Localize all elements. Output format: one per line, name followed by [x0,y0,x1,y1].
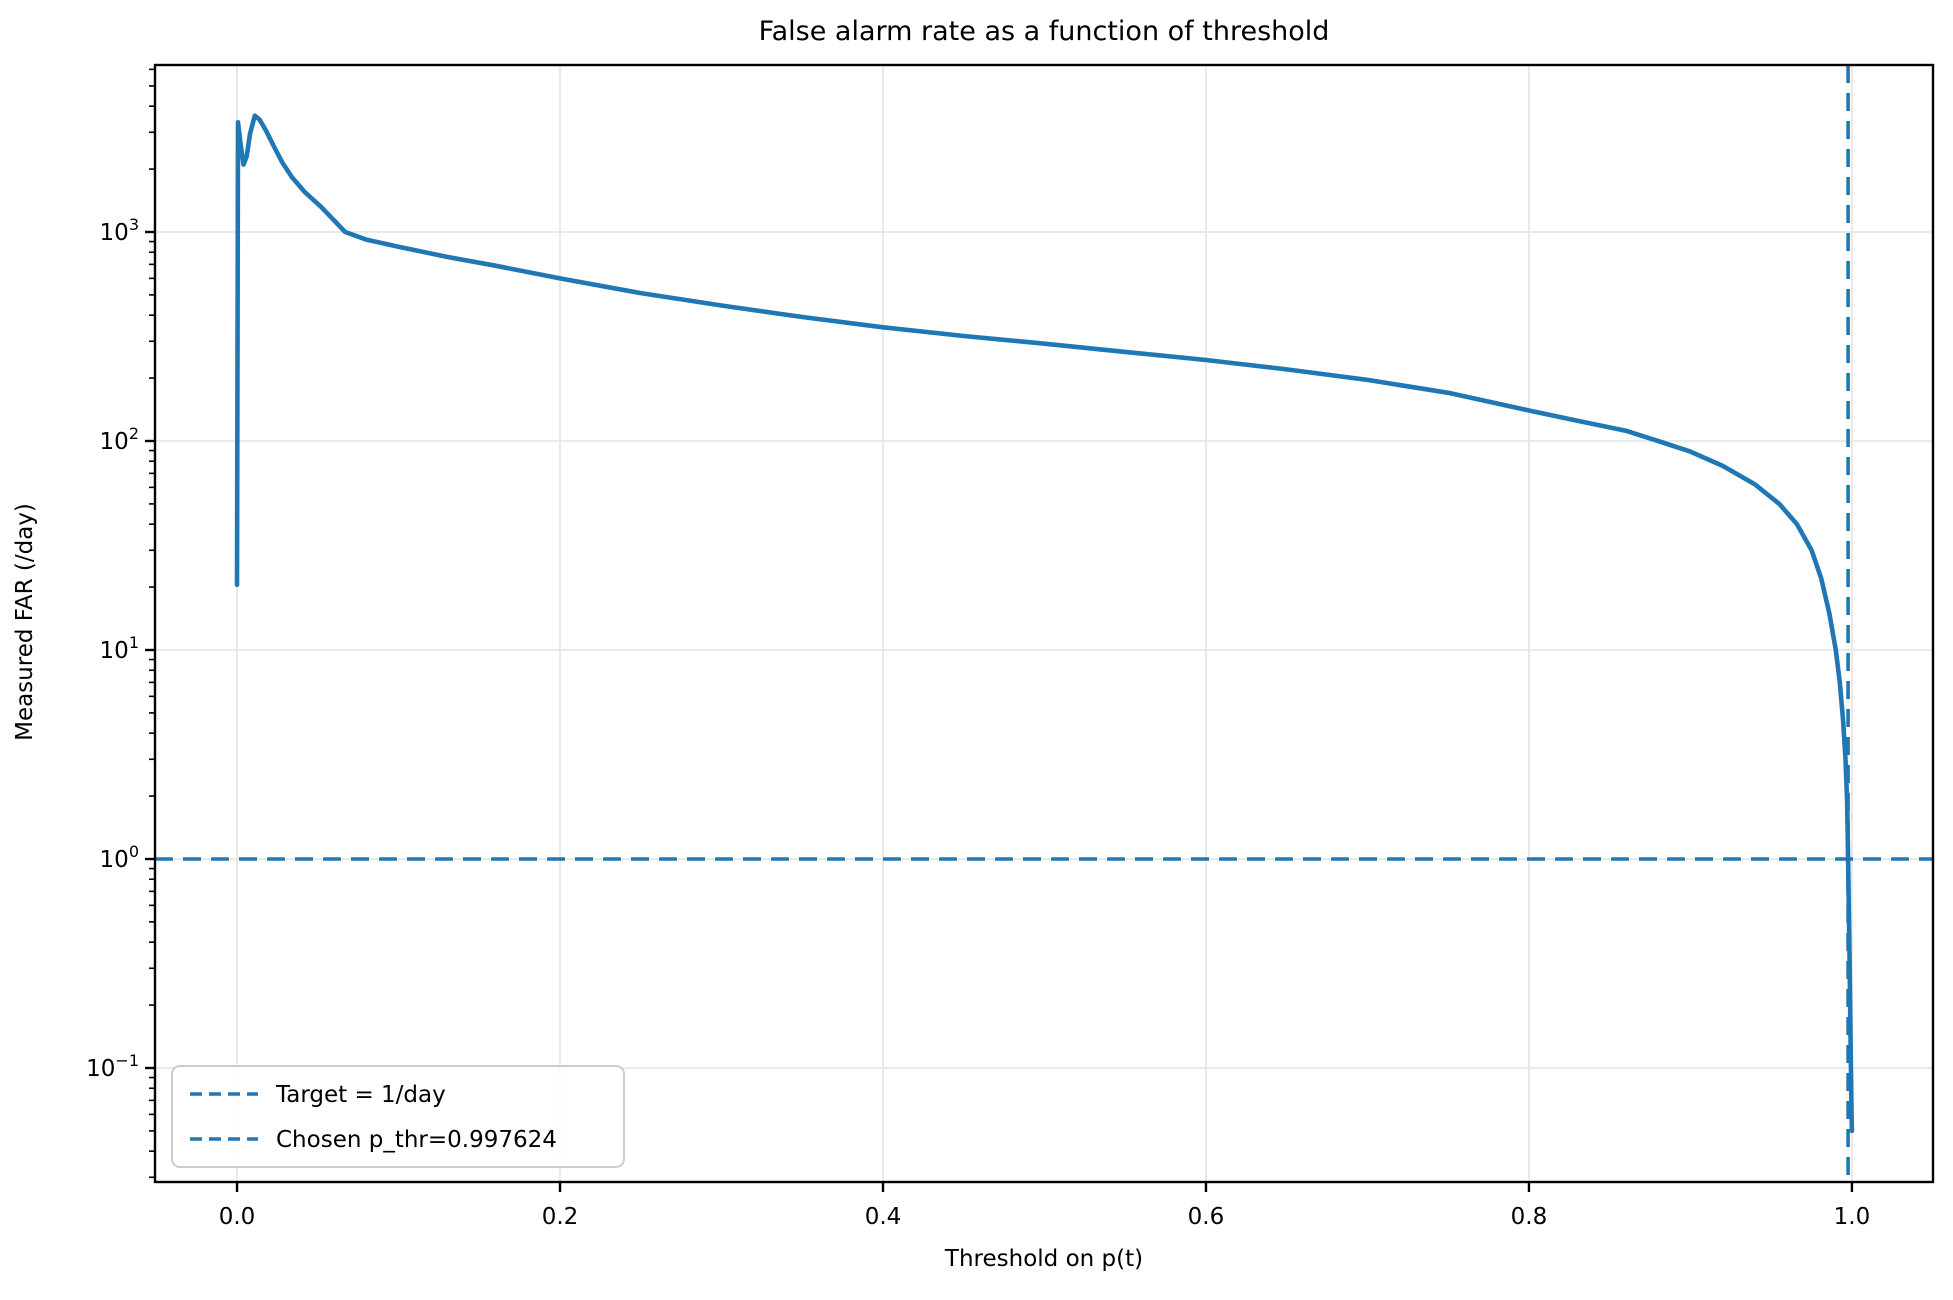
x-tick-label: 1.0 [1834,1204,1871,1230]
x-tick-label: 0.0 [219,1204,256,1230]
y-tick-label: 101 [100,633,139,664]
chart-title: False alarm rate as a function of thresh… [759,16,1330,47]
legend-box [171,1065,625,1168]
x-tick-label: 0.6 [1188,1204,1225,1230]
legend-label: Chosen p_thr=0.997624 [276,1127,557,1153]
y-tick-label: 102 [100,424,139,455]
plot-area-border [153,63,1935,1184]
measured-far-curve [234,113,1855,1134]
legend: Target = 1/day Chosen p_thr=0.997624 [171,1065,625,1168]
series-layer [155,65,1933,1182]
x-tick-label: 0.8 [1511,1204,1548,1230]
x-axis-label: Threshold on p(t) [944,1246,1143,1272]
y-tick-label: 103 [100,215,139,246]
y-axis-label: Measured FAR (/day) [12,503,38,741]
x-tick-label: 0.2 [542,1204,579,1230]
y-tick-label: 100 [100,842,139,873]
axes-layer: 0.0 0.2 0.4 0.6 0.8 1.0 103 102 101 100 10−1 [86,63,1935,1230]
y-tick-label: 10−1 [86,1051,139,1082]
x-tick-label: 0.4 [865,1204,902,1230]
legend-label: Target = 1/day [275,1082,446,1108]
grid-layer [155,65,1933,1182]
